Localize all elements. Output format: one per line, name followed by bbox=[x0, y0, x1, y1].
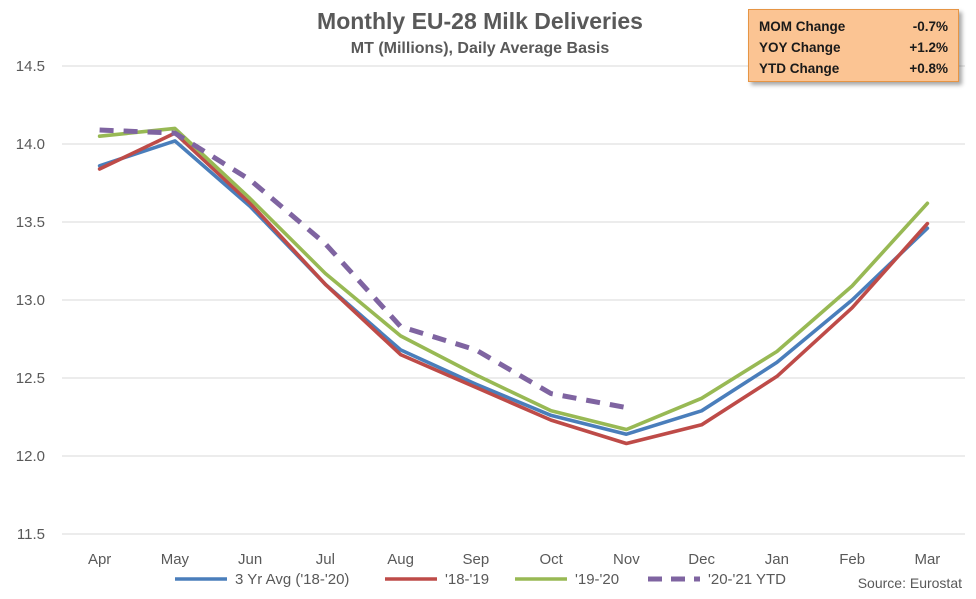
x-tick-label: Jun bbox=[238, 551, 262, 568]
y-tick-label: 12.5 bbox=[16, 370, 45, 387]
x-tick-label: Oct bbox=[539, 551, 563, 568]
x-tick-label: Aug bbox=[387, 551, 414, 568]
x-tick-label: Jul bbox=[316, 551, 335, 568]
series-line bbox=[97, 139, 930, 437]
y-tick-label: 14.0 bbox=[16, 136, 45, 153]
stat-value: +0.8% bbox=[909, 61, 948, 76]
source-note: Source: Eurostat bbox=[857, 575, 962, 591]
chart-subtitle: MT (Millions), Daily Average Basis bbox=[350, 40, 610, 57]
y-tick-label: 14.5 bbox=[16, 58, 45, 75]
x-tick-label: Feb bbox=[839, 551, 865, 568]
legend-label: '18-'19 bbox=[445, 571, 489, 588]
legend-label: '20-'21 YTD bbox=[708, 571, 786, 588]
legend-label: '19-'20 bbox=[575, 571, 619, 588]
chart-title: Monthly EU-28 Milk Deliveries bbox=[317, 8, 643, 34]
stat-row-ytd: YTD Change +0.8% bbox=[759, 58, 948, 79]
series-line bbox=[99, 127, 627, 411]
x-tick-label: Sep bbox=[463, 551, 490, 568]
series-line bbox=[97, 126, 930, 432]
stat-value: +1.2% bbox=[909, 40, 948, 55]
legend-label: 3 Yr Avg ('18-'20) bbox=[235, 571, 349, 588]
change-summary-box: MOM Change -0.7% YOY Change +1.2% YTD Ch… bbox=[748, 9, 959, 82]
x-tick-label: May bbox=[161, 551, 190, 568]
stat-label: YTD Change bbox=[759, 61, 840, 76]
stat-label: MOM Change bbox=[759, 19, 846, 34]
y-tick-label: 13.5 bbox=[16, 214, 45, 231]
stat-value: -0.7% bbox=[912, 19, 948, 34]
x-tick-label: Apr bbox=[88, 551, 111, 568]
x-tick-label: Mar bbox=[914, 551, 940, 568]
x-tick-label: Jan bbox=[765, 551, 789, 568]
y-tick-label: 13.0 bbox=[16, 292, 45, 309]
y-tick-label: 11.5 bbox=[17, 526, 45, 543]
x-tick-label: Dec bbox=[688, 551, 715, 568]
series-line bbox=[97, 131, 930, 446]
stat-label: YOY Change bbox=[759, 40, 841, 55]
stat-row-yoy: YOY Change +1.2% bbox=[759, 37, 948, 58]
x-tick-label: Nov bbox=[613, 551, 640, 568]
stat-row-mom: MOM Change -0.7% bbox=[759, 16, 948, 37]
y-tick-label: 12.0 bbox=[16, 448, 45, 465]
